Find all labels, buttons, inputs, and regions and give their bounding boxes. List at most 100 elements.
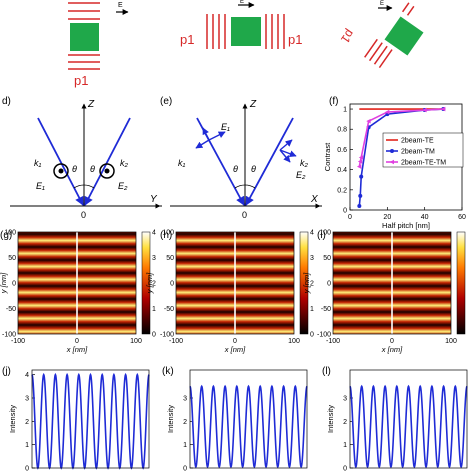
colorbar-tick-label: 1 <box>152 306 156 313</box>
data-point <box>422 107 427 113</box>
y-tick-label: -100 <box>160 332 174 339</box>
intensity-panel: (l) 0 1 2 3 Intensity <box>322 366 468 473</box>
x-tick-label: 20 <box>383 214 391 221</box>
y-tick-label: 1 <box>25 442 29 449</box>
y-axis-label: Intensity <box>326 405 335 433</box>
colorbar <box>456 231 466 335</box>
intensity-panel: (j) 0 1 2 3 4 Intensity <box>2 366 150 473</box>
x-tick-label: 40 <box>421 214 429 221</box>
x-tick-label: 100 <box>288 338 300 345</box>
theta-right: θ <box>251 164 256 174</box>
y-tick-label: -50 <box>6 306 16 313</box>
e-field-label: E <box>380 1 384 7</box>
data-point <box>358 193 363 198</box>
x-tick-label: 100 <box>130 338 142 345</box>
x-axis-label: x [nm] <box>66 345 88 354</box>
y-tick-label: 4 <box>25 372 29 379</box>
e1-label: E₁ <box>36 181 45 191</box>
x-axis-label: x [nm] <box>381 345 403 354</box>
intensity-curve <box>31 372 150 470</box>
plot-frame <box>31 369 150 469</box>
theta-left: θ <box>72 164 77 174</box>
intensity-panel: (k) 0 1 2 3 Intensity <box>162 366 308 473</box>
data-point <box>357 203 362 208</box>
y-tick-label: 2 <box>183 419 187 426</box>
origin-label: 0 <box>242 210 247 220</box>
colorbar-tick-label: 0 <box>310 332 314 339</box>
y-tick-label: 2 <box>25 419 29 426</box>
plot-frame <box>189 369 308 469</box>
colorbar <box>299 231 309 335</box>
x-axis-label: X <box>310 194 318 205</box>
y-tick-label: -50 <box>164 306 174 313</box>
theta-right: θ <box>90 164 95 174</box>
panel-letter: (f) <box>329 96 338 107</box>
x-tick-label: 100 <box>445 338 457 345</box>
y-tick-label: 2 <box>343 419 347 426</box>
y-tick-label: -100 <box>2 332 16 339</box>
legend-label: 2beam-TE <box>401 138 434 145</box>
k2-label: k₂ <box>300 158 309 168</box>
y-tick-label: 0 <box>343 208 347 215</box>
plot-frame <box>332 231 452 335</box>
k2-label: k₂ <box>120 158 129 168</box>
y-axis-label: y [nm] <box>302 272 311 294</box>
y-tick-label: 100 <box>319 230 331 237</box>
data-point <box>359 174 364 179</box>
legend-label: 2beam-TE-TM <box>401 160 446 167</box>
x-tick-label: 0 <box>348 214 352 221</box>
y-tick-label: -100 <box>317 332 331 339</box>
colorbar <box>141 231 151 335</box>
origin-label: 0 <box>81 210 86 220</box>
data-point <box>384 109 390 115</box>
y-tick-label: 0 <box>12 281 16 288</box>
y-tick-label: 1 <box>343 107 347 114</box>
sample-square <box>384 16 424 56</box>
e1-label: E₁ <box>221 122 230 132</box>
panel-letter: d) <box>2 96 11 107</box>
panel-d: d) Z Y 0 θ θ k₁ k₂ E₁ E₂ <box>2 96 162 220</box>
y-tick-label: 0 <box>327 281 331 288</box>
intensity-curve <box>349 384 468 469</box>
x-tick-label: -100 <box>11 338 25 345</box>
panel-letter: (g) <box>0 230 12 241</box>
e2-label: E₂ <box>118 181 128 191</box>
colorbar-tick-label: 0 <box>152 332 156 339</box>
panel-letter: (h) <box>160 230 172 241</box>
y-tick-label: 3 <box>25 396 29 403</box>
e2-label: E₂ <box>296 170 306 180</box>
top-middle-schematic: E p1 p1 <box>180 0 302 49</box>
theta-left: θ <box>233 164 238 174</box>
y-tick-label: 50 <box>323 255 331 262</box>
y-tick-label: 0.4 <box>337 167 347 174</box>
k1-label: k₁ <box>178 158 186 168</box>
e-field-label: E <box>240 0 244 5</box>
period-label: p1 <box>338 27 357 46</box>
z-axis-label: Z <box>249 99 257 110</box>
x-axis-label: x [nm] <box>224 345 246 354</box>
x-tick-label: 0 <box>75 338 79 345</box>
y-tick-label: 0.8 <box>337 127 347 134</box>
plot-frame <box>17 231 137 335</box>
y-tick-label: 100 <box>4 230 16 237</box>
data-point <box>440 106 446 112</box>
legend-marker <box>390 149 394 153</box>
y-tick-label: 0 <box>343 466 347 473</box>
colorbar-tick-label: 3 <box>310 255 314 262</box>
x-tick-label: -100 <box>169 338 183 345</box>
y-tick-label: 100 <box>162 230 174 237</box>
panel-e: (e) Z X 0 θ θ k₁ k₂ E₁ E₂ <box>160 96 322 220</box>
y-axis-label: Y <box>150 194 158 205</box>
intensity-row: (j) 0 1 2 3 4 Intensity (k) 0 1 2 3 Intensity (l) 0 1 2 3… <box>2 366 468 473</box>
colorbar-tick-label: 2 <box>310 281 314 288</box>
heatmap-panel: (h) -100 -50 0 50 100 -100 0 100 x [nm] y [nm] 0 1 2 3… <box>145 230 314 355</box>
y-tick-label: 0.6 <box>337 147 347 154</box>
y-axis-label: Intensity <box>166 405 175 433</box>
y-tick-label: 3 <box>343 396 347 403</box>
y-axis-label: y [nm] <box>145 272 154 294</box>
x-tick-label: 0 <box>390 338 394 345</box>
y-tick-label: 1 <box>343 442 347 449</box>
y-axis-label: Intensity <box>8 405 17 433</box>
